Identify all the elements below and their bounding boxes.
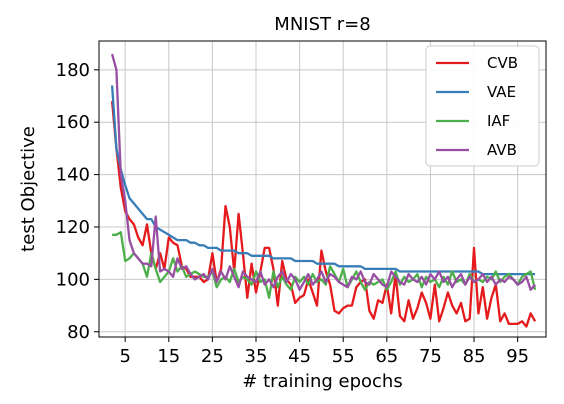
series-line-avb	[110, 53, 536, 291]
legend-frame	[425, 45, 540, 167]
axis-ticks: 5 15 25 35 45 55 65 75 85 95 80 100 120 140 160 180	[56, 60, 529, 367]
x-tick-label: 85	[463, 346, 486, 367]
x-tick-label: 95	[506, 346, 529, 367]
series-lines	[110, 53, 537, 328]
y-tick-label: 80	[67, 322, 90, 343]
x-tick-label: 5	[119, 346, 130, 367]
y-tick-label: 160	[56, 112, 90, 133]
legend: CVB VAE IAF AVB	[425, 45, 540, 167]
y-tick-label: 180	[56, 60, 90, 81]
grid	[99, 41, 546, 337]
plot-frame	[98, 40, 547, 338]
y-tick-label: 100	[56, 269, 90, 290]
x-tick-label: 45	[288, 346, 311, 367]
x-tick-label: 65	[375, 346, 398, 367]
legend-label: AVB	[487, 141, 517, 159]
y-tick-label: 140	[56, 165, 90, 186]
series-line-vae	[110, 85, 536, 276]
y-axis-label: test Objective	[18, 126, 39, 252]
x-tick-label: 75	[419, 346, 442, 367]
chart-title: MNIST r=8	[274, 14, 370, 35]
legend-label: IAF	[487, 112, 510, 130]
x-tick-label: 15	[157, 346, 180, 367]
x-tick-label: 25	[201, 346, 224, 367]
x-tick-label: 35	[245, 346, 268, 367]
legend-label: VAE	[487, 83, 516, 101]
legend-label: CVB	[487, 54, 518, 72]
y-tick-label: 120	[56, 217, 90, 238]
x-tick-label: 55	[332, 346, 355, 367]
x-axis-label: # training epochs	[242, 371, 402, 392]
